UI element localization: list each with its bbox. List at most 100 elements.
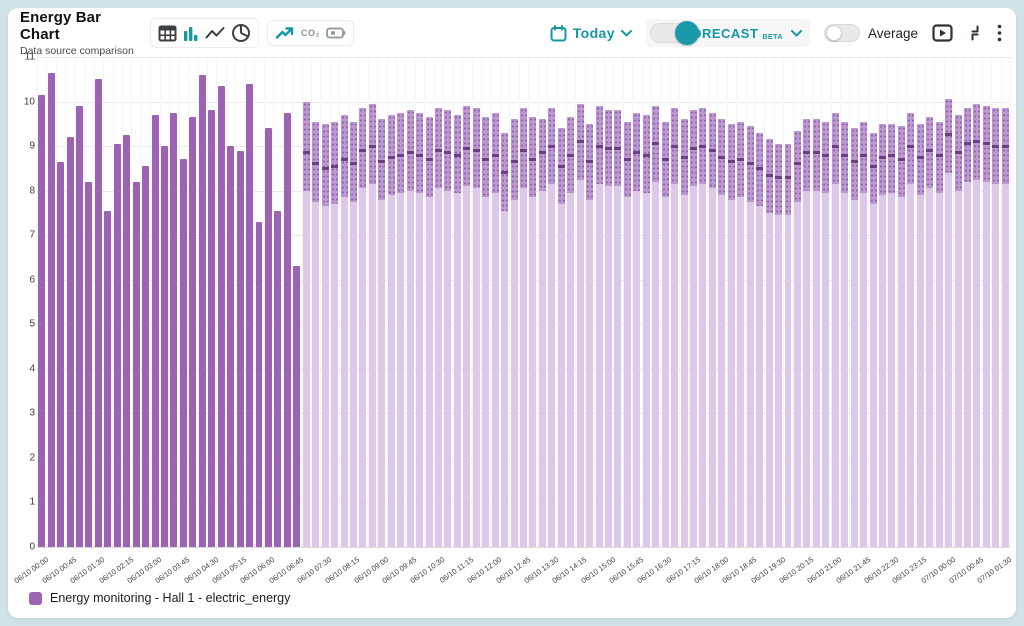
history-bar[interactable] — [227, 146, 235, 547]
forecast-bar[interactable] — [860, 121, 868, 547]
forecast-bar[interactable] — [378, 119, 386, 547]
forecast-bar[interactable] — [557, 128, 565, 547]
pie-chart-icon[interactable] — [231, 23, 251, 43]
history-bar[interactable] — [179, 159, 187, 547]
history-bar[interactable] — [255, 221, 263, 547]
forecast-bar[interactable] — [869, 132, 877, 547]
forecast-bar[interactable] — [340, 114, 348, 547]
history-bar[interactable] — [293, 266, 301, 547]
forecast-bar[interactable] — [416, 112, 424, 547]
forecast-bar[interactable] — [463, 106, 471, 547]
history-bar[interactable] — [57, 161, 65, 547]
history-bar[interactable] — [264, 128, 272, 547]
forecast-bar[interactable] — [359, 108, 367, 547]
trend-up-icon[interactable] — [275, 25, 295, 41]
forecast-bar[interactable] — [453, 114, 461, 547]
forecast-bar[interactable] — [661, 121, 669, 547]
forecast-bar[interactable] — [331, 121, 339, 547]
history-bar[interactable] — [283, 112, 291, 547]
history-bar[interactable] — [66, 137, 74, 547]
forecast-bar[interactable] — [727, 123, 735, 547]
forecast-bar[interactable] — [652, 106, 660, 547]
history-bar[interactable] — [189, 117, 197, 547]
forecast-bar[interactable] — [425, 117, 433, 547]
forecast-control[interactable]: FORECAST BETA — [645, 19, 810, 47]
forecast-bar[interactable] — [793, 130, 801, 547]
history-bar[interactable] — [94, 79, 102, 547]
forecast-bar[interactable] — [623, 121, 631, 547]
forecast-bar[interactable] — [434, 108, 442, 547]
history-bar[interactable] — [170, 112, 178, 547]
forecast-bar[interactable] — [491, 112, 499, 547]
forecast-bar[interactable] — [614, 110, 622, 547]
forecast-bar[interactable] — [831, 112, 839, 547]
line-chart-icon[interactable] — [205, 25, 225, 41]
history-bar[interactable] — [104, 210, 112, 547]
forecast-bar[interactable] — [888, 123, 896, 547]
forecast-bar[interactable] — [756, 132, 764, 547]
forecast-bar[interactable] — [926, 117, 934, 547]
forecast-bar[interactable] — [397, 112, 405, 547]
forecast-bar[interactable] — [812, 119, 820, 547]
bar-chart-icon[interactable] — [183, 25, 199, 42]
history-bar[interactable] — [161, 146, 168, 547]
forecast-bar[interactable] — [605, 110, 612, 547]
kebab-menu-icon[interactable] — [997, 24, 1002, 42]
forecast-bar[interactable] — [775, 143, 783, 547]
forecast-bar[interactable] — [699, 108, 707, 547]
forecast-bar[interactable] — [964, 108, 971, 547]
forecast-bar[interactable] — [387, 114, 395, 547]
bar-chart-plot[interactable]: 0 1 2 3 4 5 6 7 8 9 10 11 — [24, 52, 1011, 553]
forecast-bar[interactable] — [642, 114, 650, 547]
forecast-toggle[interactable] — [649, 21, 699, 45]
forecast-bar[interactable] — [302, 101, 310, 547]
forecast-bar[interactable] — [897, 126, 905, 547]
co2-icon[interactable]: CO₂ — [301, 28, 320, 38]
forecast-bar[interactable] — [312, 121, 320, 547]
history-bar[interactable] — [142, 166, 150, 547]
forecast-bar[interactable] — [708, 112, 716, 547]
history-bar[interactable] — [38, 94, 46, 547]
forecast-bar[interactable] — [567, 117, 575, 547]
forecast-bar[interactable] — [992, 108, 1000, 547]
forecast-bar[interactable] — [482, 117, 490, 547]
forecast-bar[interactable] — [501, 132, 509, 547]
forecast-bar[interactable] — [576, 103, 584, 547]
forecast-bar[interactable] — [633, 112, 641, 547]
collapse-icon[interactable] — [966, 24, 984, 42]
date-range-picker[interactable]: Today — [550, 24, 632, 42]
average-toggle[interactable] — [823, 24, 860, 42]
forecast-bar[interactable] — [841, 121, 849, 547]
forecast-bar[interactable] — [444, 110, 452, 547]
forecast-bar[interactable] — [973, 103, 981, 547]
forecast-bar[interactable] — [671, 108, 679, 547]
forecast-bar[interactable] — [321, 123, 329, 547]
forecast-bar[interactable] — [784, 143, 792, 547]
history-bar[interactable] — [123, 134, 131, 547]
history-bar[interactable] — [208, 110, 216, 547]
forecast-bar[interactable] — [916, 123, 924, 547]
forecast-bar[interactable] — [510, 119, 518, 547]
forecast-bar[interactable] — [803, 119, 811, 547]
forecast-bar[interactable] — [406, 110, 414, 547]
history-bar[interactable] — [236, 150, 244, 547]
forecast-bar[interactable] — [850, 128, 858, 547]
forecast-bar[interactable] — [878, 123, 886, 547]
forecast-bar[interactable] — [586, 123, 594, 547]
forecast-bar[interactable] — [680, 119, 688, 547]
forecast-bar[interactable] — [765, 139, 773, 547]
history-bar[interactable] — [76, 106, 83, 547]
forecast-bar[interactable] — [954, 114, 962, 547]
play-panel-icon[interactable] — [932, 24, 953, 42]
history-bar[interactable] — [47, 72, 55, 547]
forecast-bar[interactable] — [746, 126, 754, 547]
history-bar[interactable] — [85, 181, 93, 547]
forecast-bar[interactable] — [907, 112, 915, 547]
history-bar[interactable] — [198, 74, 206, 547]
forecast-bar[interactable] — [822, 121, 830, 547]
battery-icon[interactable] — [326, 27, 346, 39]
table-icon[interactable] — [158, 25, 177, 42]
forecast-bar[interactable] — [718, 119, 726, 547]
history-bar[interactable] — [217, 85, 225, 547]
forecast-bar[interactable] — [982, 106, 990, 547]
